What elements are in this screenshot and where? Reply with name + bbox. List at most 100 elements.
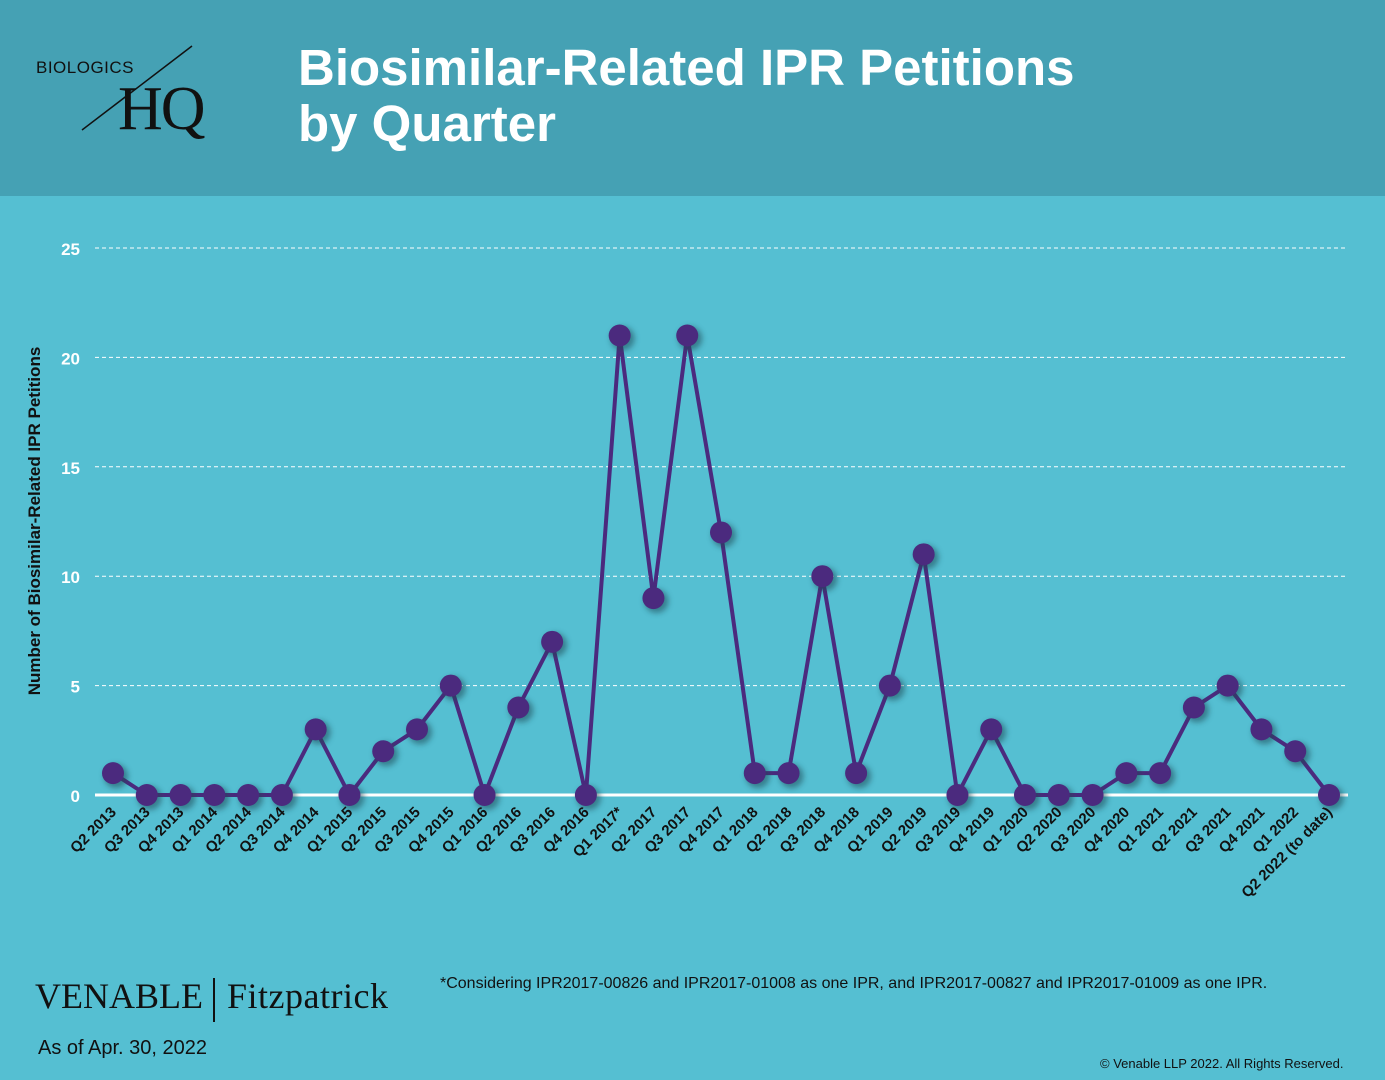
data-point — [541, 630, 568, 657]
data-point-marker — [743, 762, 766, 785]
data-point — [270, 784, 297, 810]
data-point-marker — [102, 762, 124, 785]
grid-layer — [95, 247, 1348, 797]
data-point — [169, 784, 196, 810]
logo-hq-text: HQ — [118, 75, 206, 143]
data-point — [135, 784, 162, 810]
data-point-marker — [1250, 718, 1273, 741]
data-point-marker — [304, 718, 327, 741]
y-tick-label: 0 — [71, 787, 80, 806]
data-point — [1216, 674, 1243, 701]
data-point — [1284, 740, 1311, 767]
data-point — [608, 324, 635, 351]
y-tick-label: 20 — [61, 349, 80, 368]
data-point — [1047, 784, 1074, 810]
data-point — [439, 674, 466, 701]
data-point-marker — [1047, 784, 1070, 806]
data-point-marker — [1318, 784, 1340, 806]
data-point — [845, 762, 872, 789]
data-point — [946, 784, 973, 810]
data-point-marker — [642, 587, 665, 610]
data-point-marker — [710, 521, 732, 544]
data-point-marker — [135, 784, 158, 806]
data-point — [203, 784, 230, 810]
data-point-marker — [1182, 696, 1205, 719]
data-point-marker — [845, 762, 868, 785]
data-point-marker — [1149, 762, 1172, 785]
data-point — [304, 718, 331, 745]
data-point — [338, 784, 365, 810]
header-banner: BIOLOGICS HQ Biosimilar-Related IPR Peti… — [0, 0, 1385, 196]
data-point — [1149, 762, 1176, 789]
venable-fitzpatrick-logo: VENABLE Fitzpatrick — [35, 975, 388, 1022]
y-axis-label: Number of Biosimilar-Related IPR Petitio… — [25, 347, 44, 696]
data-point — [1081, 784, 1108, 810]
data-point-marker — [777, 762, 800, 785]
copyright: © Venable LLP 2022. All Rights Reserved. — [1100, 1056, 1344, 1071]
y-tick-layer: 0 5 10 15 20 25 — [61, 240, 80, 806]
data-point — [912, 543, 939, 570]
marker-layer — [102, 324, 1344, 810]
data-point — [878, 674, 905, 701]
data-point — [1318, 784, 1344, 810]
data-point-marker — [946, 784, 969, 806]
y-tick-label: 15 — [61, 459, 80, 478]
series-line-layer — [111, 333, 1331, 797]
data-point-marker — [237, 784, 260, 806]
data-point — [811, 565, 838, 592]
data-point — [102, 762, 128, 789]
data-point-marker — [439, 674, 462, 697]
logo-divider — [212, 977, 215, 1022]
fitzpatrick-wordmark: Fitzpatrick — [226, 976, 389, 1016]
data-point-marker — [574, 784, 597, 806]
data-point — [980, 718, 1007, 745]
data-point — [1250, 718, 1277, 745]
data-point-marker — [507, 696, 530, 719]
data-point-marker — [1216, 674, 1239, 697]
data-point — [777, 762, 804, 789]
data-point-marker — [878, 674, 901, 697]
y-tick-label: 10 — [61, 568, 80, 587]
data-point-marker — [169, 784, 192, 806]
data-point — [372, 740, 399, 767]
data-point-marker — [912, 543, 935, 566]
footnote: *Considering IPR2017-00826 and IPR2017-0… — [440, 975, 1268, 992]
data-point — [743, 762, 770, 789]
data-point — [473, 784, 500, 810]
data-point — [710, 521, 736, 548]
data-point-marker — [372, 740, 395, 763]
page-title: Biosimilar-Related IPR Petitions by Quar… — [298, 40, 1075, 152]
data-point — [406, 718, 432, 745]
data-point — [1014, 784, 1040, 810]
data-point — [1115, 762, 1142, 789]
data-point-marker — [203, 784, 226, 806]
data-point-marker — [1115, 762, 1138, 785]
y-tick-label: 25 — [61, 240, 80, 259]
logo-slash-icon — [81, 45, 193, 131]
data-point-marker — [676, 324, 699, 347]
y-tick-label: 5 — [71, 678, 80, 697]
data-point-marker — [473, 784, 496, 806]
data-point-marker — [1284, 740, 1307, 763]
data-point — [507, 696, 534, 723]
data-point-marker — [980, 718, 1003, 741]
data-point — [676, 324, 703, 351]
data-point-marker — [406, 718, 428, 741]
series-line — [111, 333, 1331, 797]
data-point — [642, 587, 669, 614]
data-point-marker — [338, 784, 361, 806]
logo-top-text: BIOLOGICS — [36, 58, 135, 77]
data-point-marker — [1014, 784, 1036, 806]
data-point-marker — [1081, 784, 1104, 806]
data-point-marker — [270, 784, 293, 806]
data-point — [574, 784, 601, 810]
title-line-2: by Quarter — [298, 95, 556, 152]
data-point — [237, 784, 264, 810]
title-line-1: Biosimilar-Related IPR Petitions — [298, 39, 1075, 96]
as-of-date: As of Apr. 30, 2022 — [38, 1037, 208, 1059]
data-point-marker — [541, 630, 564, 653]
venable-wordmark: VENABLE — [35, 976, 203, 1016]
data-point — [1182, 696, 1209, 723]
